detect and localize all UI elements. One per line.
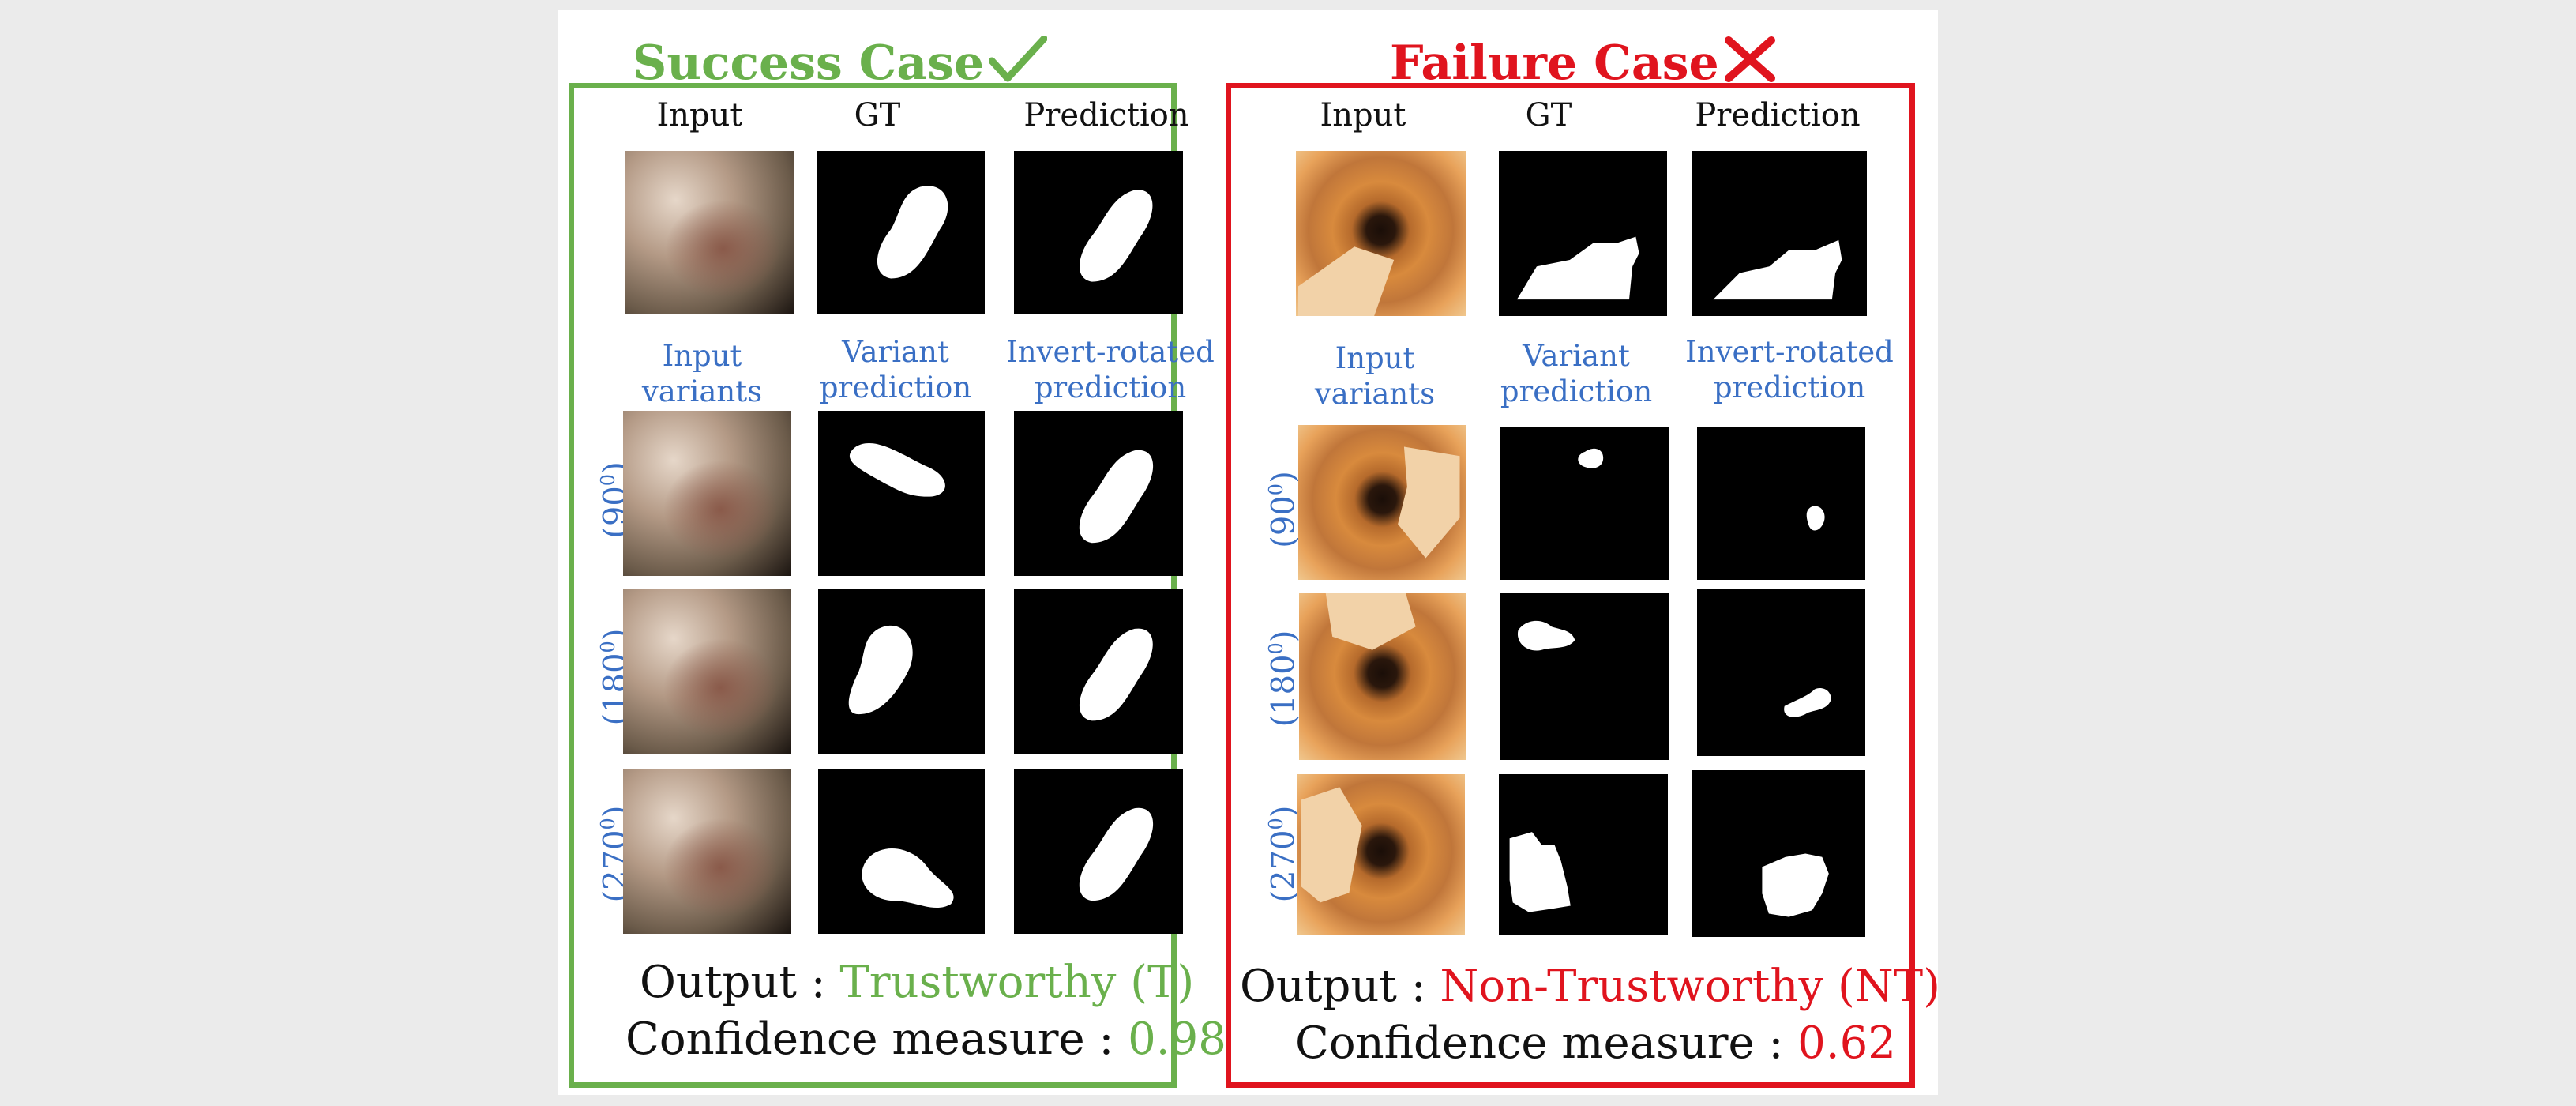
failure-input-image — [1296, 151, 1466, 316]
failure-confidence-value: 0.62 — [1797, 1018, 1896, 1069]
success-header-variant-prediction: Variant prediction — [819, 335, 972, 404]
success-invert-shape-180 — [1079, 628, 1153, 721]
success-input-variant-90 — [623, 411, 791, 576]
failure-variant-shape-180 — [1517, 620, 1575, 651]
failure-output-line: Output : Non-Trustworthy (NT) — [1240, 961, 1940, 1012]
failure-output-label: Output : — [1240, 961, 1440, 1012]
failure-input-variant-270 — [1297, 774, 1465, 935]
success-confidence-value: 0.98 — [1128, 1014, 1226, 1065]
failure-variant-prediction-180 — [1500, 593, 1669, 760]
failure-header-prediction: Prediction — [1695, 97, 1861, 134]
figure: Success Case Failure Case Input GT Predi… — [558, 10, 1940, 1095]
success-header-input-variants: Input variants — [641, 339, 763, 408]
failure-gt-mask — [1499, 151, 1667, 316]
failure-variant-90-fold — [1398, 446, 1460, 559]
success-confidence-line: Confidence measure : 0.98 — [625, 1014, 1226, 1065]
success-input-variant-270 — [623, 769, 791, 934]
failure-confidence-line: Confidence measure : 0.62 — [1295, 1018, 1896, 1069]
failure-title-text: Failure Case — [1390, 36, 1719, 91]
failure-header-input: Input — [1320, 97, 1406, 134]
success-output-label: Output : — [640, 957, 840, 1008]
failure-variant-prediction-270 — [1499, 774, 1668, 935]
success-header-prediction: Prediction — [1023, 97, 1189, 134]
failure-variant-180-fold — [1325, 593, 1416, 650]
failure-header-input-variants: Input variants — [1314, 341, 1436, 411]
failure-variant-shape-90 — [1578, 448, 1604, 468]
success-variant-prediction-270 — [818, 769, 985, 934]
failure-invert-shape-270 — [1762, 853, 1829, 917]
success-gt-mask — [817, 151, 985, 314]
success-case-panel — [569, 83, 1177, 1088]
failure-row-label-90: (900) — [1265, 471, 1302, 548]
success-case-title: Success Case — [633, 28, 1048, 99]
success-variant-prediction-180 — [818, 589, 985, 754]
success-variant-prediction-90 — [818, 411, 985, 576]
success-title-text: Success Case — [633, 36, 985, 91]
success-invert-rotated-270 — [1014, 769, 1183, 934]
success-confidence-label: Confidence measure : — [625, 1014, 1128, 1065]
failure-confidence-label: Confidence measure : — [1295, 1018, 1798, 1069]
failure-prediction-shape — [1713, 239, 1842, 300]
failure-input-variant-90 — [1298, 425, 1466, 580]
failure-case-title: Failure Case — [1390, 28, 1776, 99]
failure-header-invert-rotated: Invert-rotated prediction — [1685, 335, 1894, 404]
failure-case-panel — [1226, 83, 1915, 1088]
success-invert-rotated-90 — [1014, 411, 1183, 576]
success-invert-shape-90 — [1079, 450, 1154, 544]
success-header-input: Input — [656, 97, 743, 134]
success-gt-shape — [877, 186, 948, 279]
success-invert-shape-270 — [1079, 807, 1154, 901]
failure-invert-rotated-90 — [1697, 427, 1865, 580]
failure-header-variant-prediction: Variant prediction — [1500, 339, 1653, 408]
success-input-variant-180 — [623, 589, 791, 754]
success-variant-shape-90 — [849, 442, 945, 497]
success-header-invert-rotated: Invert-rotated prediction — [1006, 335, 1215, 404]
success-header-gt: GT — [854, 97, 901, 134]
failure-variant-270-fold — [1301, 787, 1362, 903]
failure-invert-shape-180 — [1784, 688, 1831, 717]
failure-invert-rotated-270 — [1692, 770, 1865, 937]
failure-input-fold — [1298, 246, 1395, 316]
check-mark-icon — [988, 32, 1048, 103]
success-variant-shape-270 — [862, 848, 954, 908]
failure-invert-shape-90 — [1806, 506, 1825, 531]
success-prediction-shape — [1080, 190, 1153, 282]
failure-variant-shape-270 — [1509, 832, 1571, 912]
failure-variant-prediction-90 — [1500, 427, 1669, 580]
failure-invert-rotated-180 — [1697, 589, 1865, 756]
success-invert-rotated-180 — [1014, 589, 1183, 754]
failure-prediction-mask — [1692, 151, 1867, 316]
success-output-line: Output : Trustworthy (T) — [640, 957, 1194, 1008]
success-variant-shape-180 — [848, 625, 913, 715]
failure-header-gt: GT — [1525, 97, 1572, 134]
failure-input-variant-180 — [1299, 593, 1466, 760]
failure-row-label-270: (2700) — [1265, 805, 1302, 903]
success-output-value: Trustworthy (T) — [839, 957, 1195, 1008]
success-input-image — [625, 151, 794, 314]
failure-output-value: Non-Trustworthy (NT) — [1440, 961, 1940, 1012]
cross-mark-icon — [1724, 32, 1776, 103]
failure-gt-shape — [1516, 236, 1639, 300]
success-prediction-mask — [1014, 151, 1183, 314]
failure-row-label-180: (1800) — [1265, 630, 1302, 728]
